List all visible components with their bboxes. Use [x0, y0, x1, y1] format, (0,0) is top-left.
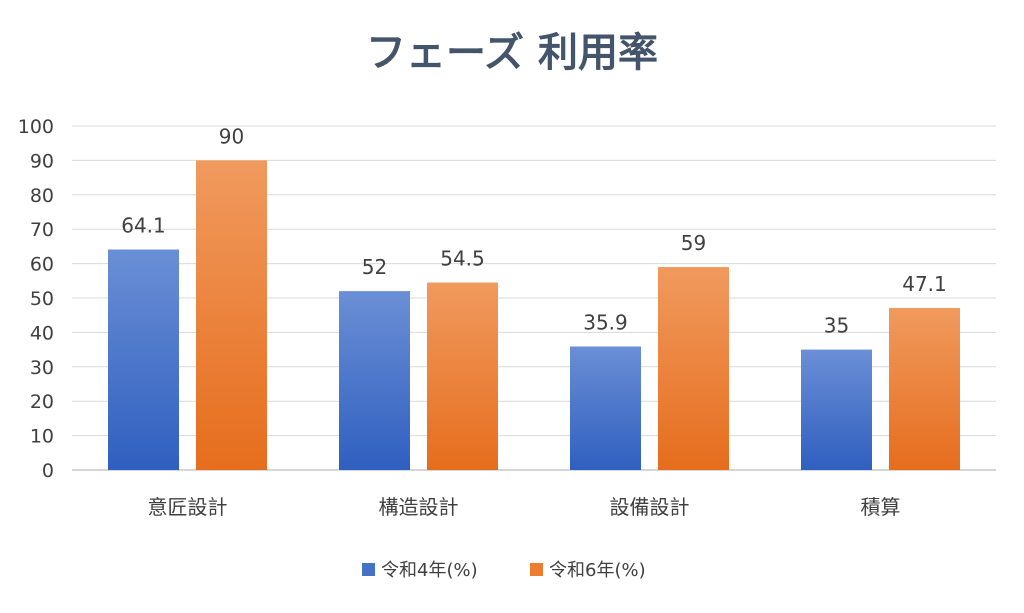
- y-tick-label: 0: [42, 460, 54, 482]
- data-label: 59: [681, 231, 706, 255]
- bar-reiwa6: [658, 267, 729, 470]
- x-axis-categories: 意匠設計 構造設計 設備設計 積算: [148, 495, 901, 519]
- data-label: 90: [219, 124, 244, 148]
- data-label: 64.1: [121, 213, 166, 237]
- bar-reiwa6: [196, 160, 267, 470]
- bar-reiwa6: [889, 307, 960, 470]
- legend: 令和4年(%) 令和6年(%): [362, 560, 646, 581]
- y-tick-label: 60: [30, 254, 54, 276]
- legend-swatch: [362, 563, 375, 576]
- bar-reiwa4: [801, 349, 872, 470]
- legend-swatch: [530, 563, 543, 576]
- data-label: 35.9: [583, 311, 628, 335]
- y-tick-label: 40: [30, 322, 54, 344]
- x-category-label: 意匠設計: [148, 495, 228, 519]
- bar-reiwa4: [339, 291, 410, 470]
- y-tick-label: 30: [30, 357, 54, 379]
- data-label: 54.5: [440, 247, 485, 271]
- bar-reiwa4: [108, 249, 179, 470]
- data-labels: 64.1 90 52 54.5 35.9 59 35 47.1: [121, 124, 947, 337]
- x-category-label: 設備設計: [610, 495, 690, 519]
- data-label: 35: [824, 314, 849, 338]
- chart-title: フェーズ 利用率: [366, 30, 658, 76]
- data-label: 47.1: [902, 272, 947, 296]
- data-label: 52: [362, 255, 387, 279]
- y-tick-label: 90: [30, 150, 54, 172]
- bar-reiwa6: [427, 282, 498, 470]
- legend-label: 令和6年(%): [549, 560, 646, 581]
- legend-label: 令和4年(%): [381, 560, 478, 581]
- y-tick-label: 70: [30, 219, 54, 241]
- bars: [108, 160, 960, 470]
- y-tick-label: 10: [30, 426, 54, 448]
- y-tick-label: 100: [18, 116, 54, 138]
- x-category-label: 積算: [861, 495, 901, 519]
- x-category-label: 構造設計: [379, 495, 459, 519]
- y-tick-label: 20: [30, 391, 54, 413]
- y-tick-label: 80: [30, 185, 54, 207]
- y-axis-ticks: 0 10 20 30 40 50 60 70 80 90 100: [18, 116, 54, 482]
- bar-reiwa4: [570, 346, 641, 470]
- y-tick-label: 50: [30, 288, 54, 310]
